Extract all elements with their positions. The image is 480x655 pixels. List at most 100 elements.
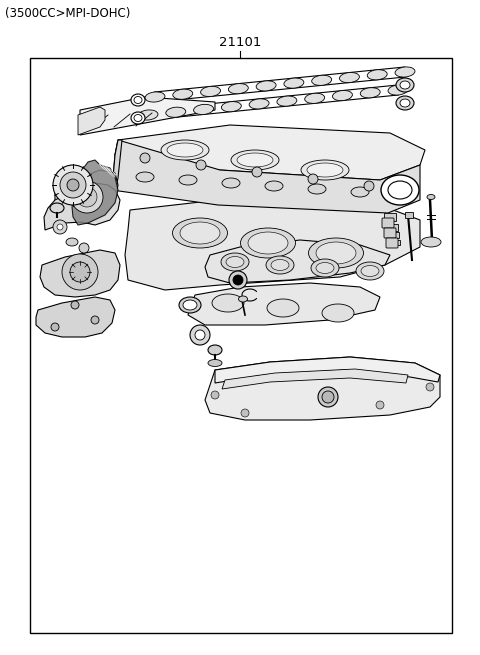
Ellipse shape [239, 296, 248, 302]
Ellipse shape [256, 81, 276, 91]
Ellipse shape [161, 140, 209, 160]
Ellipse shape [284, 78, 304, 88]
Ellipse shape [316, 242, 356, 264]
Polygon shape [115, 125, 425, 180]
Ellipse shape [309, 238, 363, 268]
Ellipse shape [381, 175, 419, 205]
Circle shape [376, 401, 384, 409]
Circle shape [60, 172, 86, 198]
Circle shape [318, 387, 338, 407]
Bar [394, 240, 400, 244]
Ellipse shape [265, 181, 283, 191]
Circle shape [71, 301, 79, 309]
Ellipse shape [301, 160, 349, 180]
Polygon shape [40, 250, 120, 297]
Ellipse shape [208, 345, 222, 355]
FancyBboxPatch shape [382, 218, 394, 228]
Ellipse shape [221, 102, 241, 112]
Polygon shape [205, 357, 440, 420]
Ellipse shape [248, 232, 288, 254]
Ellipse shape [322, 304, 354, 322]
Ellipse shape [388, 85, 408, 95]
Polygon shape [112, 140, 122, 193]
Circle shape [77, 187, 97, 207]
Circle shape [57, 224, 63, 230]
Circle shape [233, 275, 243, 285]
Ellipse shape [134, 96, 142, 103]
Ellipse shape [267, 299, 299, 317]
Ellipse shape [249, 99, 269, 109]
Ellipse shape [351, 187, 369, 197]
Ellipse shape [201, 86, 220, 96]
Ellipse shape [240, 228, 296, 258]
Ellipse shape [367, 69, 387, 80]
Ellipse shape [400, 81, 410, 89]
Ellipse shape [266, 256, 294, 274]
Circle shape [241, 409, 249, 417]
Ellipse shape [277, 96, 297, 106]
Circle shape [252, 167, 262, 177]
Ellipse shape [193, 104, 214, 115]
Circle shape [70, 262, 90, 282]
Ellipse shape [271, 259, 289, 271]
Polygon shape [36, 297, 115, 337]
Circle shape [190, 325, 210, 345]
Ellipse shape [307, 163, 343, 177]
Circle shape [53, 220, 67, 234]
Circle shape [322, 391, 334, 403]
Ellipse shape [339, 73, 360, 83]
Ellipse shape [166, 107, 186, 117]
Circle shape [364, 181, 374, 191]
Bar [388, 223, 398, 231]
Ellipse shape [396, 96, 414, 110]
Ellipse shape [180, 222, 220, 244]
Ellipse shape [66, 238, 78, 246]
Ellipse shape [208, 360, 222, 367]
Text: (3500CC>MPI-DOHC): (3500CC>MPI-DOHC) [5, 7, 131, 20]
Ellipse shape [172, 218, 228, 248]
Circle shape [53, 165, 93, 205]
Ellipse shape [212, 294, 244, 312]
Bar [30, 58, 452, 633]
FancyBboxPatch shape [384, 228, 396, 238]
Text: 21101: 21101 [219, 37, 261, 50]
Ellipse shape [361, 265, 379, 276]
Ellipse shape [388, 181, 412, 199]
Polygon shape [112, 140, 420, 213]
Polygon shape [78, 107, 105, 135]
Ellipse shape [226, 257, 244, 267]
FancyBboxPatch shape [386, 238, 398, 248]
Ellipse shape [333, 90, 352, 101]
Circle shape [211, 391, 219, 399]
Bar [384, 213, 396, 221]
Polygon shape [80, 97, 215, 135]
Ellipse shape [167, 143, 203, 157]
Polygon shape [72, 160, 118, 225]
Ellipse shape [173, 89, 193, 100]
Circle shape [195, 330, 205, 340]
Circle shape [51, 323, 59, 331]
Ellipse shape [316, 263, 334, 274]
Ellipse shape [131, 94, 145, 106]
Polygon shape [215, 357, 440, 383]
Polygon shape [222, 369, 408, 389]
Polygon shape [188, 283, 380, 325]
Ellipse shape [222, 178, 240, 188]
Ellipse shape [179, 175, 197, 185]
Ellipse shape [312, 75, 332, 85]
Ellipse shape [400, 99, 410, 107]
Circle shape [196, 160, 206, 170]
Ellipse shape [221, 253, 249, 271]
Ellipse shape [311, 259, 339, 277]
Ellipse shape [305, 93, 324, 103]
Circle shape [79, 243, 89, 253]
Circle shape [308, 174, 318, 184]
Ellipse shape [228, 84, 248, 94]
Ellipse shape [179, 297, 201, 313]
Ellipse shape [50, 203, 64, 213]
Ellipse shape [136, 172, 154, 182]
Ellipse shape [134, 115, 142, 121]
Circle shape [91, 316, 99, 324]
Circle shape [229, 271, 247, 289]
Bar [405, 212, 413, 218]
